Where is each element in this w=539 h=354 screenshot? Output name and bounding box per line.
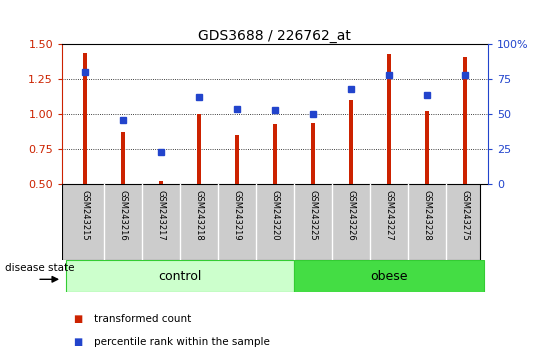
Text: GSM243227: GSM243227 (384, 190, 393, 241)
Text: GSM243220: GSM243220 (271, 190, 279, 241)
Text: control: control (158, 270, 202, 282)
Bar (462, 57, 467, 184)
Text: obese: obese (370, 270, 407, 282)
Text: percentile rank within the sample: percentile rank within the sample (94, 337, 270, 347)
Bar (158, 181, 163, 184)
Text: GSM243226: GSM243226 (347, 190, 355, 241)
Text: ■: ■ (73, 314, 82, 324)
Text: GSM243228: GSM243228 (423, 190, 431, 241)
Text: GSM243225: GSM243225 (308, 190, 317, 241)
Bar (349, 100, 353, 184)
Text: GSM243218: GSM243218 (195, 190, 203, 241)
Text: disease state: disease state (5, 263, 75, 273)
Bar (121, 132, 125, 184)
Bar (310, 122, 315, 184)
Bar (82, 53, 87, 184)
Text: GSM243217: GSM243217 (156, 190, 165, 241)
Text: transformed count: transformed count (94, 314, 191, 324)
Bar (66, 260, 294, 292)
Bar (273, 124, 277, 184)
Text: GSM243275: GSM243275 (460, 190, 469, 241)
Bar (386, 54, 391, 184)
Title: GDS3688 / 226762_at: GDS3688 / 226762_at (198, 29, 351, 43)
Text: GSM243219: GSM243219 (232, 190, 241, 241)
Text: GSM243215: GSM243215 (80, 190, 89, 241)
Bar (294, 260, 484, 292)
Text: GSM243216: GSM243216 (119, 190, 127, 241)
Text: ■: ■ (73, 337, 82, 347)
Bar (197, 114, 201, 184)
Bar (234, 135, 239, 184)
Bar (425, 112, 429, 184)
